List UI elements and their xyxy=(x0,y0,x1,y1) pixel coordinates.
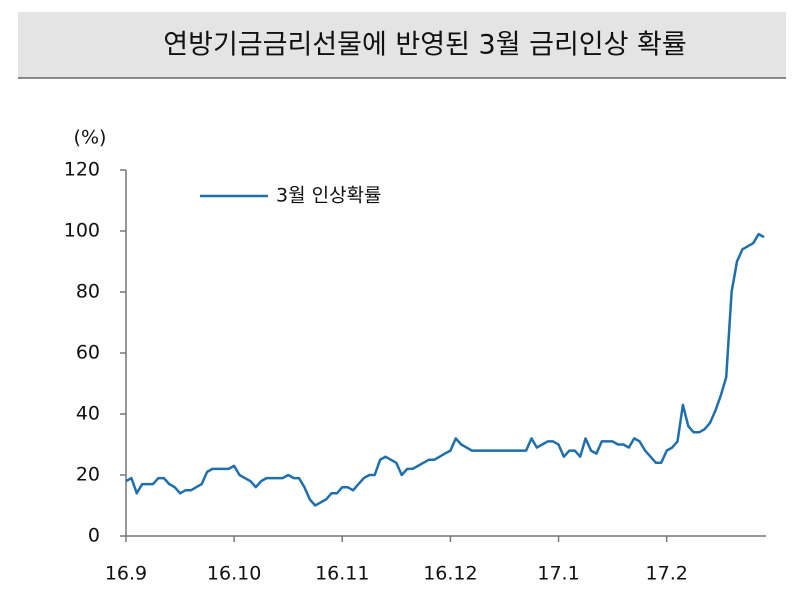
data-line xyxy=(125,232,765,507)
x-tick-label: 16.11 xyxy=(315,563,369,585)
y-tick-label: 80 xyxy=(76,281,100,303)
x-tick-label: 16.9 xyxy=(105,563,147,585)
y-tick-label: 120 xyxy=(64,159,100,181)
y-tick-label: 100 xyxy=(64,220,100,242)
y-unit: (%) xyxy=(74,127,107,149)
title-box xyxy=(18,12,786,78)
y-tick-label: 60 xyxy=(76,342,100,364)
y-tick-label: 20 xyxy=(76,464,100,486)
chart-title: 연방기금금리선물에 반영된 3월 금리인상 확률 xyxy=(163,30,686,61)
legend-label: 3월 인상확률 xyxy=(276,185,382,207)
x-tick-label: 16.10 xyxy=(207,563,261,585)
x-tick-label: 16.12 xyxy=(423,563,477,585)
y-tick-label: 40 xyxy=(76,403,100,425)
y-tick-label: 0 xyxy=(88,525,100,547)
x-tick-label: 17.1 xyxy=(537,563,579,585)
x-tick-label: 17.2 xyxy=(646,563,688,585)
